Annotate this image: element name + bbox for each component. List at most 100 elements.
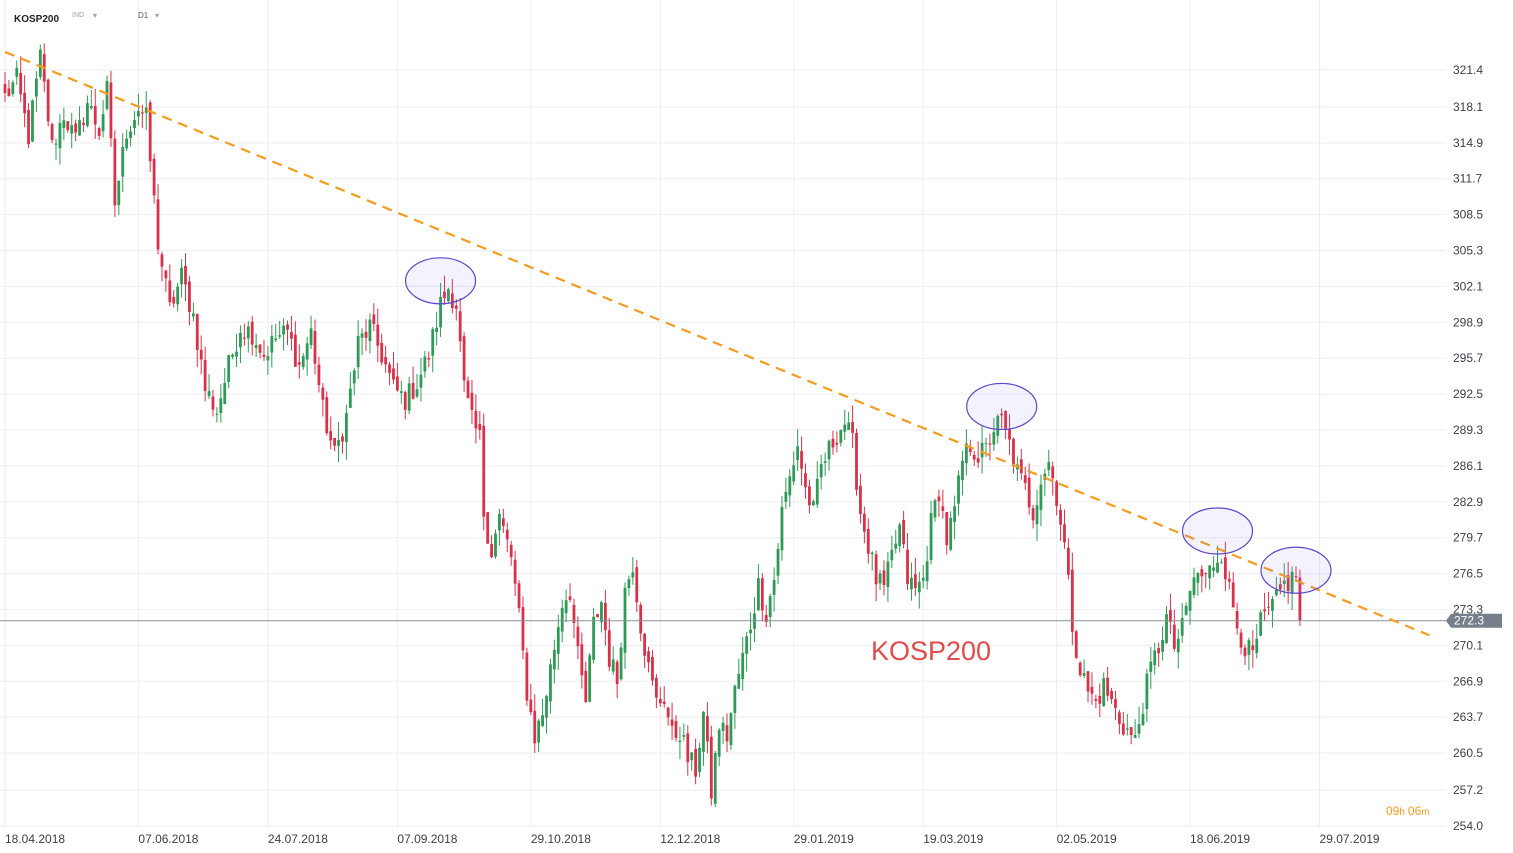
candle-body — [215, 413, 219, 415]
candle-body — [447, 289, 450, 302]
candle-body — [1137, 724, 1141, 734]
candle-body — [352, 370, 356, 384]
candle-body — [239, 332, 242, 348]
candle-body — [97, 127, 101, 136]
y-tick-label: 292.5 — [1453, 387, 1483, 401]
candle-body — [980, 442, 984, 458]
y-tick-label: 270.1 — [1453, 638, 1483, 652]
candle-body — [462, 336, 466, 381]
candle-body — [309, 328, 313, 345]
x-tick-label: 07.06.2018 — [138, 832, 198, 846]
candle-body — [70, 125, 74, 134]
candle-body — [1106, 677, 1110, 696]
candle-body — [34, 78, 38, 97]
y-tick-label: 302.1 — [1453, 279, 1483, 293]
x-tick-label: 29.01.2019 — [794, 832, 854, 846]
candle-body — [1121, 723, 1125, 735]
candle-body — [855, 432, 858, 490]
highlight-circle — [1260, 546, 1332, 594]
candle-body — [137, 111, 140, 117]
candle-body — [164, 270, 168, 279]
candle-body — [957, 475, 960, 504]
candle-body — [556, 627, 560, 654]
last-price-tag — [1446, 613, 1502, 628]
candle-body — [866, 528, 870, 554]
candle-body — [1141, 713, 1145, 725]
candle-body — [411, 383, 415, 399]
y-tick-label: 266.9 — [1453, 674, 1483, 688]
candle-body — [702, 711, 705, 752]
candle-body — [611, 659, 615, 672]
candle-body — [788, 476, 792, 496]
countdown-h-unit: h — [1399, 807, 1405, 818]
candle-body — [517, 583, 521, 609]
candle-body — [1172, 624, 1176, 649]
candle-body — [886, 561, 890, 587]
candle-body — [525, 652, 529, 701]
timeframe-selector[interactable]: D1 — [138, 11, 149, 20]
candle-body — [1271, 599, 1274, 611]
candle-body — [321, 387, 325, 400]
candle-body — [3, 84, 7, 93]
caret-down-icon[interactable]: ▾ — [93, 11, 98, 20]
candle-body — [1278, 584, 1282, 590]
candle-body — [54, 143, 58, 145]
candle-body — [1129, 727, 1133, 735]
candle-body — [694, 748, 698, 777]
candle-body — [533, 710, 537, 744]
y-tick-label: 276.5 — [1453, 567, 1483, 581]
candle-body — [721, 722, 725, 731]
candle-body — [1200, 569, 1204, 577]
candle-body — [827, 440, 831, 460]
candle-body — [678, 740, 682, 743]
candle-body — [423, 356, 427, 372]
candle-body — [552, 650, 556, 670]
candle-body — [1145, 673, 1149, 710]
candle-body — [639, 604, 643, 634]
candle-body — [1055, 481, 1059, 506]
candle-body — [529, 699, 533, 713]
candle-body — [592, 616, 595, 660]
candle-body — [184, 265, 187, 285]
candle-body — [988, 443, 992, 445]
candle-body — [305, 343, 309, 360]
candle-body — [474, 410, 478, 429]
candle-body — [1110, 691, 1113, 700]
candle-body — [286, 324, 289, 330]
candle-body — [662, 701, 666, 704]
candle-body — [1294, 576, 1298, 578]
candle-body — [737, 673, 741, 689]
candle-body — [1012, 438, 1015, 467]
candle-body — [490, 544, 493, 558]
candle-body — [11, 82, 15, 95]
y-tick-label: 318.1 — [1453, 100, 1483, 114]
candle-body — [882, 570, 886, 586]
candle-body — [705, 716, 709, 742]
caret-down-icon[interactable]: ▾ — [155, 11, 160, 20]
candle-body — [784, 491, 788, 502]
candle-body — [831, 438, 835, 448]
candle-body — [839, 430, 843, 443]
candle-body — [78, 120, 81, 136]
candle-body — [384, 357, 388, 365]
candle-body — [1008, 428, 1011, 440]
candle-body — [376, 324, 380, 346]
candle-body — [337, 440, 340, 446]
candle-body — [796, 446, 800, 460]
candle-body — [1255, 638, 1259, 654]
last-price-label: 272.3 — [1454, 614, 1484, 628]
candle-body — [584, 670, 588, 703]
candle-body — [242, 337, 246, 339]
candle-body — [195, 314, 199, 350]
symbol-label[interactable]: KOSP200 — [14, 13, 60, 25]
candle-body — [399, 391, 403, 393]
candle-body — [800, 451, 803, 469]
y-tick-label: 311.7 — [1453, 172, 1482, 186]
candle-body — [191, 313, 195, 317]
candle-body — [407, 383, 411, 411]
candle-body — [768, 596, 772, 618]
candle-body — [333, 437, 337, 446]
candle-body — [1035, 505, 1039, 525]
